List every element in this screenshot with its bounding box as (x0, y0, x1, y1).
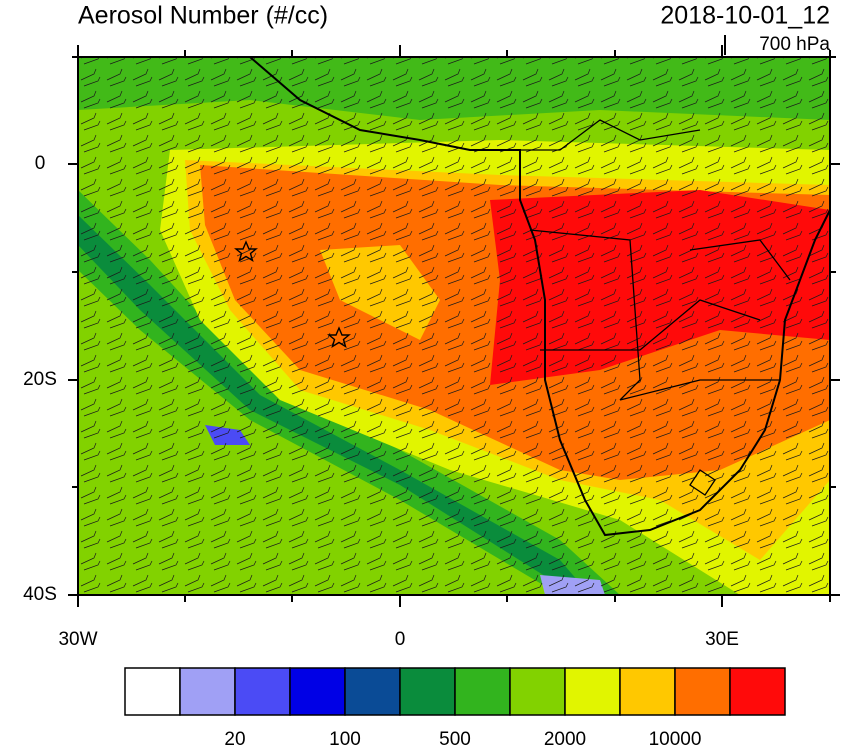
colorbar-box (674, 667, 731, 716)
colorbar-box (179, 667, 236, 716)
colorbar-label: 2000 (544, 729, 586, 750)
site-star (234, 240, 258, 263)
colorbar-label: 100 (329, 729, 361, 750)
colorbar-box (234, 667, 291, 716)
wind-barbs (78, 57, 830, 595)
colorbar-label: 10000 (649, 729, 702, 750)
colorbar-box (619, 667, 676, 716)
map-field (78, 57, 830, 595)
date: 2018-10-01_12 (660, 2, 830, 30)
axis-ticks: 0 20S 40S 30W 0 30E (23, 45, 840, 650)
lon-label: 30E (705, 629, 739, 650)
borders (520, 119, 791, 496)
colorbar-box (399, 667, 456, 716)
level: 700 hPa (759, 34, 830, 55)
lat-label: 40S (23, 584, 57, 605)
map-frame (77, 56, 831, 596)
colorbar-label: 500 (439, 729, 471, 750)
colorbar-box (454, 667, 511, 716)
lon-label: 0 (395, 629, 406, 650)
colorbar-box (564, 667, 621, 716)
title: Aerosol Number (#/cc) (78, 2, 328, 30)
colorbar: 20 100 500 2000 10000 (124, 667, 786, 750)
colorbar-label: 20 (224, 729, 245, 750)
lat-label: 0 (35, 153, 46, 174)
colorbar-box (344, 667, 401, 716)
colorbar-box (509, 667, 566, 716)
colorbar-box (124, 667, 181, 716)
colorbar-box (729, 667, 786, 716)
site-star (327, 326, 351, 349)
lon-label: 30W (58, 629, 97, 650)
colorbar-box (289, 667, 346, 716)
coastline (249, 57, 830, 537)
lat-label: 20S (23, 369, 57, 390)
